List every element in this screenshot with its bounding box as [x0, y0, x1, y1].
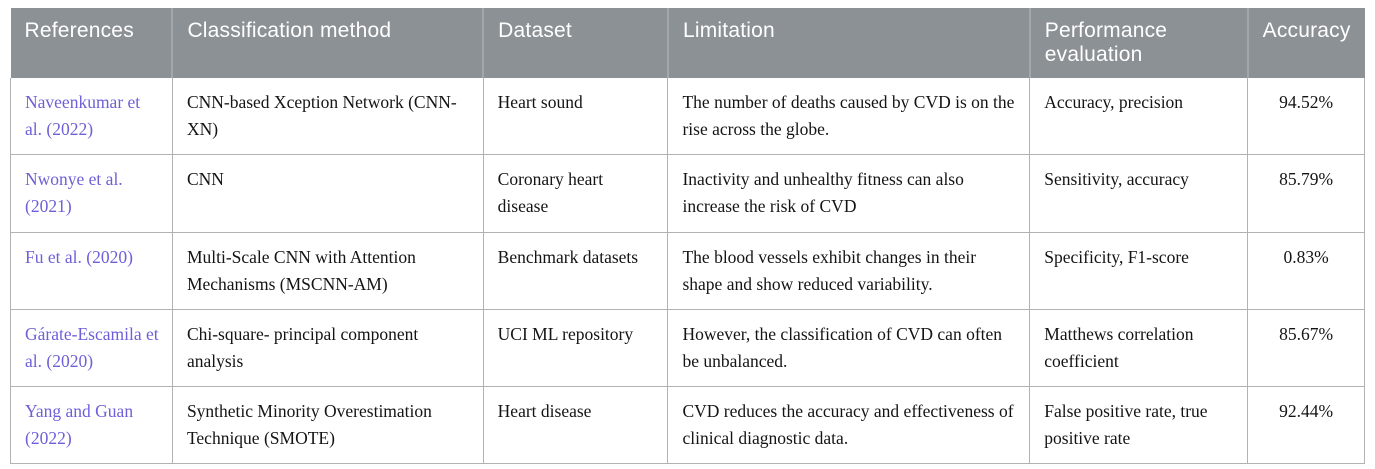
column-header-limitation: Limitation: [666, 8, 1030, 78]
cell-classification-method: Synthetic Minority Overestimation Techni…: [171, 385, 484, 465]
cell-dataset: UCI ML repository: [482, 308, 669, 388]
reference-link[interactable]: Nwonye et al. (2021): [25, 169, 123, 217]
cell-reference: Nwonye et al. (2021): [10, 154, 173, 233]
header-row: References Classification method Dataset…: [10, 8, 1365, 78]
column-header-classification-method: Classification method: [171, 8, 484, 78]
cell-limitation: The blood vessels exhibit changes in the…: [667, 231, 1031, 310]
cell-dataset: Heart sound: [482, 78, 669, 156]
table-header: References Classification method Dataset…: [10, 8, 1365, 78]
cell-classification-method: Multi-Scale CNN with Attention Mechanism…: [171, 231, 484, 310]
reference-link[interactable]: Gárate-Escamila et al. (2020): [25, 323, 159, 371]
table-body: Naveenkumar et al. (2022) CNN-based Xcep…: [10, 78, 1365, 465]
cell-classification-method: CNN: [171, 154, 484, 233]
cell-dataset: Benchmark datasets: [482, 231, 669, 310]
cell-classification-method: Chi-square- principal component analysis: [171, 308, 484, 388]
cell-limitation: The number of deaths caused by CVD is on…: [667, 78, 1031, 156]
table-row: Nwonye et al. (2021) CNN Coronary heart …: [10, 154, 1365, 233]
cell-dataset: Heart disease: [482, 385, 669, 465]
cell-limitation: CVD reduces the accuracy and effectivene…: [667, 385, 1031, 465]
table-row: Yang and Guan (2022) Synthetic Minority …: [10, 385, 1365, 465]
cell-performance-evaluation: Matthews correlation coefficient: [1029, 308, 1249, 388]
cell-limitation: However, the classification of CVD can o…: [667, 308, 1031, 388]
table-row: Naveenkumar et al. (2022) CNN-based Xcep…: [10, 78, 1365, 156]
column-header-accuracy: Accuracy: [1246, 8, 1365, 78]
cell-performance-evaluation: False positive rate, true positive rate: [1029, 385, 1249, 465]
cell-reference: Yang and Guan (2022): [10, 385, 173, 465]
cell-accuracy: 85.67%: [1247, 308, 1365, 388]
reference-link[interactable]: Yang and Guan (2022): [25, 401, 134, 449]
cell-accuracy: 92.44%: [1247, 385, 1365, 465]
cell-accuracy: 0.83%: [1247, 231, 1365, 310]
literature-comparison-table: References Classification method Dataset…: [10, 8, 1365, 465]
cell-performance-evaluation: Sensitivity, accuracy: [1029, 154, 1249, 233]
column-header-references: References: [10, 8, 173, 78]
cell-reference: Fu et al. (2020): [10, 231, 173, 310]
reference-link[interactable]: Fu et al. (2020): [25, 246, 133, 267]
cell-performance-evaluation: Accuracy, precision: [1029, 78, 1249, 156]
cell-dataset: Coronary heart disease: [482, 154, 669, 233]
cell-reference: Gárate-Escamila et al. (2020): [10, 308, 173, 388]
cell-accuracy: 85.79%: [1247, 154, 1365, 233]
cell-limitation: Inactivity and unhealthy fitness can als…: [667, 154, 1031, 233]
reference-link[interactable]: Naveenkumar et al. (2022): [25, 92, 141, 140]
column-header-performance-evaluation: Performance evaluation: [1028, 8, 1248, 78]
cell-classification-method: CNN-based Xception Network (CNN-XN): [171, 78, 484, 156]
column-header-dataset: Dataset: [482, 8, 668, 78]
cell-accuracy: 94.52%: [1247, 78, 1365, 156]
cell-reference: Naveenkumar et al. (2022): [10, 78, 173, 156]
table-row: Fu et al. (2020) Multi-Scale CNN with At…: [10, 231, 1365, 310]
cell-performance-evaluation: Specificity, F1-score: [1029, 231, 1249, 310]
table-row: Gárate-Escamila et al. (2020) Chi-square…: [10, 308, 1365, 388]
